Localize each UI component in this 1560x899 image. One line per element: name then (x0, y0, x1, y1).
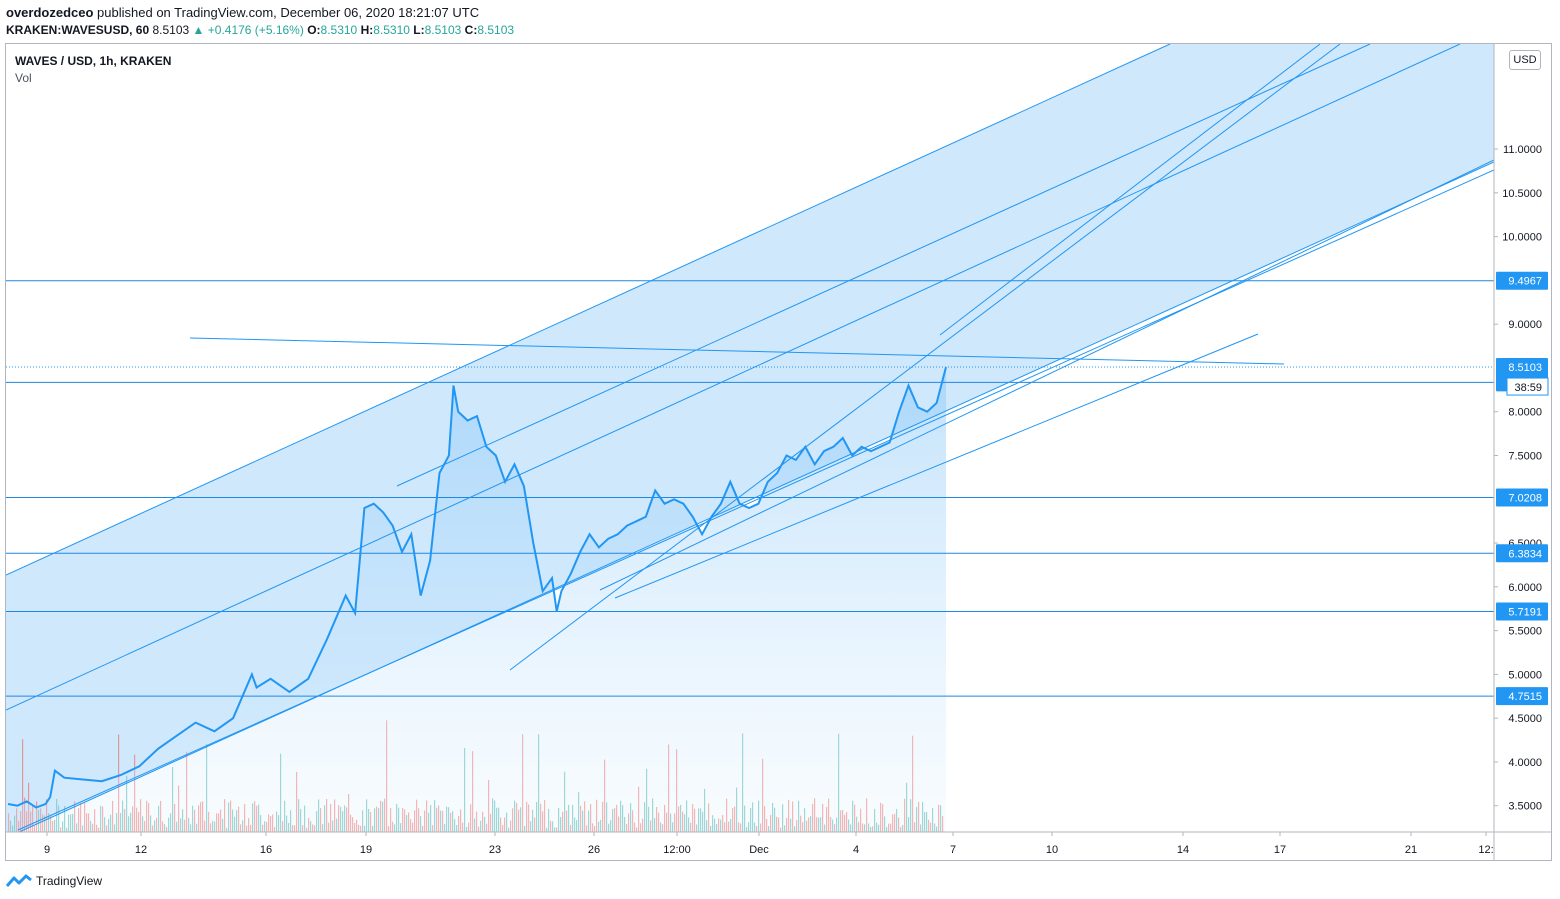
trend-line (939, 44, 1321, 336)
time-tick-label: 14 (1177, 844, 1189, 856)
price-label-box (1496, 602, 1548, 621)
price-label: 7.0208 (1508, 492, 1542, 504)
time-tick-label: 9 (44, 844, 50, 856)
high-value: 8.5310 (373, 23, 410, 37)
countdown-box (1506, 377, 1549, 396)
low-value: 8.5103 (424, 23, 462, 37)
tradingview-logo-icon (6, 874, 32, 887)
symbol-line: KRAKEN:WAVESUSD, 60 (6, 23, 150, 37)
price-label-box (1496, 271, 1548, 290)
author-name[interactable]: overdozedceo (6, 5, 94, 20)
chart-legend: WAVES / USD, 1h, KRAKEN Vol (15, 53, 171, 87)
time-tick-label: 17 (1274, 844, 1286, 856)
time-tick-label: 23 (489, 844, 501, 856)
trend-line (599, 159, 1494, 591)
trend-line (396, 44, 1371, 487)
time-tick-label: 12 (135, 844, 147, 856)
price-tick-label: 7.5000 (1508, 451, 1542, 463)
price-tick-label: 4.5000 (1508, 713, 1542, 725)
price-line (7, 366, 947, 809)
time-tick-label: Dec (749, 844, 769, 856)
price-tick-label: 4.0000 (1508, 757, 1542, 769)
price-tick-label: 5.0000 (1508, 669, 1542, 681)
price-tick-label: 8.0000 (1508, 407, 1542, 419)
time-tick-label: 21 (1405, 844, 1417, 856)
low-label: L: (413, 23, 425, 37)
price-tick-label: 6.0000 (1508, 582, 1542, 594)
time-tick-label: 16 (260, 844, 272, 856)
price-tick-label: 5.5000 (1508, 626, 1542, 638)
trend-line (6, 44, 1461, 711)
brand-text: TradingView (36, 874, 103, 888)
time-tick-label: 19 (360, 844, 372, 856)
change-value: +0.4176 (+5.16%) (207, 23, 304, 37)
time-tick-label: 7 (950, 844, 956, 856)
trend-line (509, 44, 1341, 671)
horizontal-levels (6, 280, 1494, 697)
price-label-box (1496, 358, 1548, 377)
price-label: 9.4967 (1508, 276, 1542, 288)
time-tick-label: 12:00 (663, 844, 691, 856)
price-tick-label: 10.5000 (1502, 188, 1542, 200)
change-arrow-icon: ▲ (192, 23, 205, 37)
quote-line: KRAKEN:WAVESUSD, 60 8.5103 ▲ +0.4176 (+5… (6, 22, 514, 38)
high-label: H: (360, 23, 374, 37)
price-tick-label: 9.0000 (1508, 319, 1542, 331)
close-label: C: (464, 23, 478, 37)
price-axis[interactable]: 3.50004.00004.50005.00005.50006.00006.50… (1494, 144, 1542, 813)
chart-frame[interactable] (5, 43, 1552, 861)
time-tick-label: 12: (1478, 844, 1493, 856)
open-label: O: (307, 23, 321, 37)
time-tick-label: 4 (853, 844, 859, 856)
price-tick-label: 3.5000 (1508, 801, 1542, 813)
time-tick-label: 10 (1046, 844, 1058, 856)
close-value: 8.5103 (477, 23, 515, 37)
time-axis[interactable]: 9 12 16 19 23 26 12:00 Dec 4 7 10 14 17 21 12: (44, 832, 1494, 856)
trend-line (614, 333, 1259, 599)
trend-line (17, 169, 1494, 831)
trend-line (17, 161, 1494, 832)
trend-line (189, 337, 1285, 365)
volume-bar (22, 739, 24, 832)
price-area (8, 367, 946, 832)
currency-button[interactable]: USD (1509, 50, 1541, 70)
countdown-label: 38:59 (1514, 382, 1542, 394)
price-label-box (1496, 544, 1548, 563)
open-value: 8.5310 (320, 23, 358, 37)
price-tick-label: 11.0000 (1503, 144, 1542, 156)
price-label: 4.7515 (1508, 691, 1542, 703)
time-tick-label: 26 (588, 844, 600, 856)
legend-title: WAVES / USD, 1h, KRAKEN (15, 54, 172, 68)
price-label-box (1496, 687, 1548, 706)
trend-line (6, 44, 1171, 576)
price-tick-label: 10.0000 (1502, 232, 1542, 244)
last-price: 8.5103 (152, 23, 190, 37)
published-text: published on TradingView.com, December 0… (97, 5, 480, 20)
price-label: 5.7191 (1508, 606, 1542, 618)
price-label: 8.5103 (1508, 362, 1542, 374)
price-label-box (1496, 488, 1548, 507)
price-label: 6.3834 (1508, 548, 1542, 560)
footer-brand[interactable]: TradingView (6, 872, 102, 890)
legend-volume: Vol (15, 71, 32, 85)
trend-lines (6, 44, 1494, 832)
price-axis-labels: 9.49678.51038.33497.02086.38345.71914.75… (1496, 271, 1549, 706)
publish-header: overdozedceo published on TradingView.co… (6, 4, 479, 22)
